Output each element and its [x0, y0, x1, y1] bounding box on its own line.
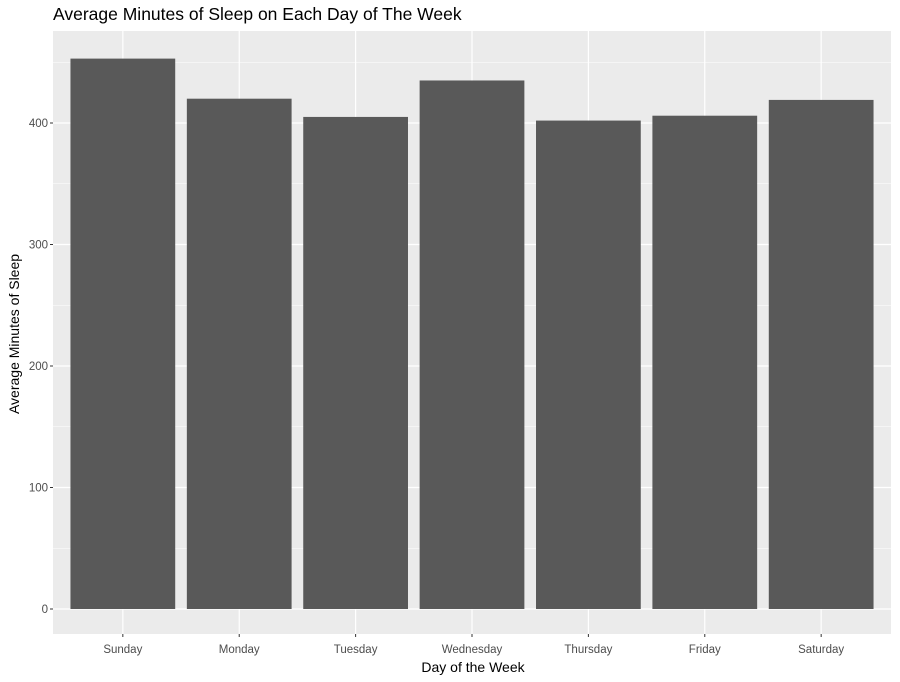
x-tick-label: Friday	[689, 644, 721, 656]
y-axis-title: Average Minutes of Sleep	[6, 254, 22, 414]
y-tick-label: 200	[29, 361, 48, 373]
y-tick-label: 100	[29, 483, 48, 495]
chart-title: Average Minutes of Sleep on Each Day of …	[53, 4, 462, 24]
bar-sunday	[70, 58, 176, 610]
x-tick-label: Wednesday	[442, 644, 503, 656]
bar-series	[70, 58, 874, 610]
bar-monday	[186, 98, 292, 609]
bar-wednesday	[419, 80, 525, 610]
x-axis-title: Day of the Week	[421, 659, 525, 675]
y-tick-label: 300	[29, 240, 48, 252]
y-axis: 0 100 200 300 400	[29, 118, 53, 616]
x-tick-label: Tuesday	[334, 644, 378, 656]
x-tick-label: Saturday	[798, 644, 844, 656]
x-tick-label: Sunday	[103, 644, 142, 656]
x-axis: Sunday Monday Tuesday Wednesday Thursday Frid…	[103, 634, 844, 656]
y-tick-label: 400	[29, 118, 48, 130]
bar-tuesday	[303, 116, 408, 610]
x-tick-label: Monday	[219, 644, 260, 656]
x-tick-label: Thursday	[564, 644, 612, 656]
bar-saturday	[768, 99, 874, 609]
y-tick-label: 0	[42, 604, 48, 616]
bar-thursday	[536, 120, 641, 609]
bar-friday	[652, 115, 758, 610]
